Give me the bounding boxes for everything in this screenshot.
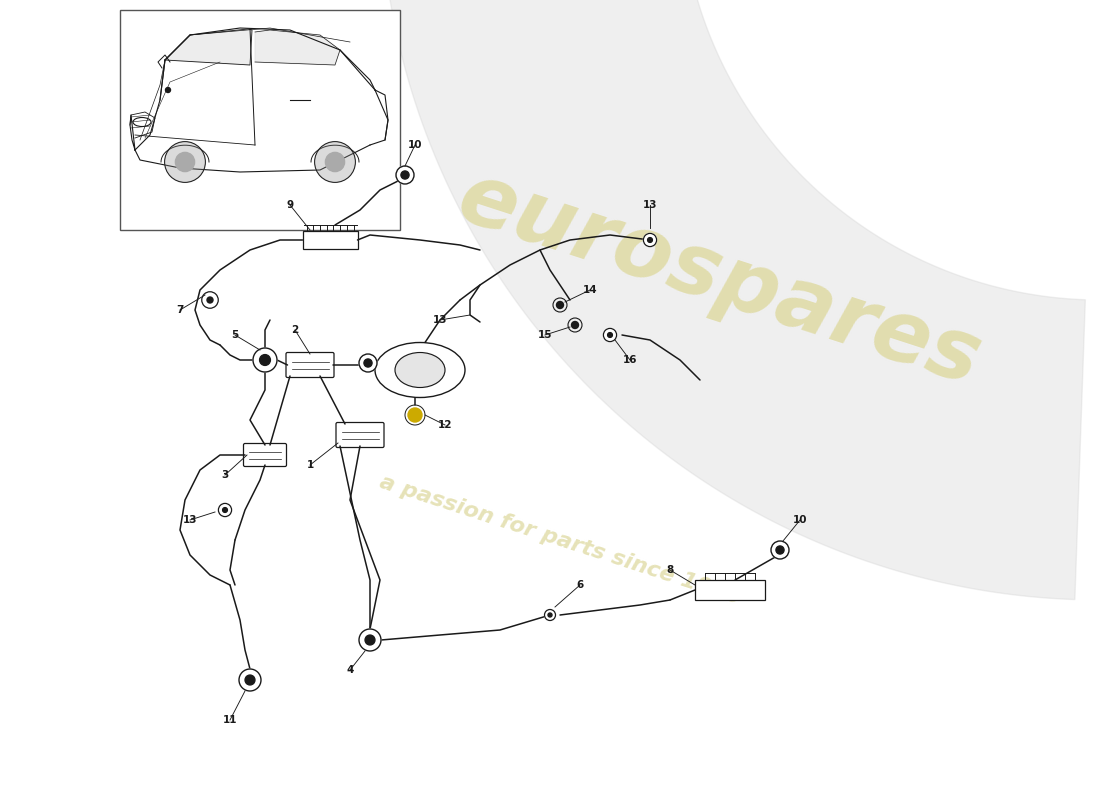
Text: 15: 15	[538, 330, 552, 340]
Circle shape	[408, 408, 422, 422]
Circle shape	[365, 635, 375, 645]
Text: 1: 1	[307, 460, 314, 470]
Text: 5: 5	[231, 330, 239, 340]
Bar	[695, 580, 764, 600]
Circle shape	[315, 142, 355, 182]
Circle shape	[201, 292, 218, 308]
Circle shape	[648, 238, 652, 242]
Text: 7: 7	[176, 305, 184, 315]
Circle shape	[175, 152, 195, 172]
Circle shape	[776, 546, 784, 554]
Text: 4: 4	[346, 665, 354, 675]
Circle shape	[396, 166, 414, 184]
Circle shape	[207, 297, 213, 303]
Circle shape	[557, 302, 563, 309]
Ellipse shape	[375, 342, 465, 398]
Text: 8: 8	[667, 565, 673, 575]
FancyBboxPatch shape	[286, 353, 334, 378]
Circle shape	[644, 234, 657, 246]
Circle shape	[604, 328, 617, 342]
Text: a passion for parts since 1985: a passion for parts since 1985	[377, 472, 744, 608]
Circle shape	[222, 508, 228, 512]
Text: eurospares: eurospares	[449, 157, 992, 403]
Text: 3: 3	[221, 470, 229, 480]
Circle shape	[607, 333, 613, 338]
Circle shape	[771, 541, 789, 559]
FancyBboxPatch shape	[336, 422, 384, 447]
Ellipse shape	[395, 353, 446, 387]
Circle shape	[165, 142, 206, 182]
Text: 12: 12	[438, 420, 452, 430]
Circle shape	[239, 669, 261, 691]
Circle shape	[572, 322, 579, 329]
Text: 2: 2	[292, 325, 298, 335]
Circle shape	[245, 675, 255, 685]
Text: 13: 13	[642, 200, 658, 210]
Circle shape	[260, 354, 271, 366]
Polygon shape	[255, 30, 340, 65]
Circle shape	[326, 152, 344, 172]
Text: 6: 6	[576, 580, 584, 590]
Circle shape	[364, 359, 372, 367]
Text: 13: 13	[183, 515, 197, 525]
Bar	[120, 10, 400, 230]
Circle shape	[400, 171, 409, 179]
Polygon shape	[165, 29, 252, 65]
Text: 10: 10	[408, 140, 422, 150]
Circle shape	[544, 610, 556, 621]
Circle shape	[219, 503, 232, 517]
FancyBboxPatch shape	[243, 443, 286, 466]
Circle shape	[165, 87, 170, 93]
Bar	[302, 231, 358, 249]
Circle shape	[253, 348, 277, 372]
Circle shape	[548, 613, 552, 617]
Text: 10: 10	[793, 515, 807, 525]
Text: 14: 14	[583, 285, 597, 295]
Polygon shape	[379, 0, 1086, 599]
Circle shape	[359, 629, 381, 651]
Text: 16: 16	[623, 355, 637, 365]
Text: 13: 13	[432, 315, 448, 325]
Circle shape	[359, 354, 377, 372]
Text: 11: 11	[222, 715, 238, 725]
Text: 9: 9	[286, 200, 294, 210]
